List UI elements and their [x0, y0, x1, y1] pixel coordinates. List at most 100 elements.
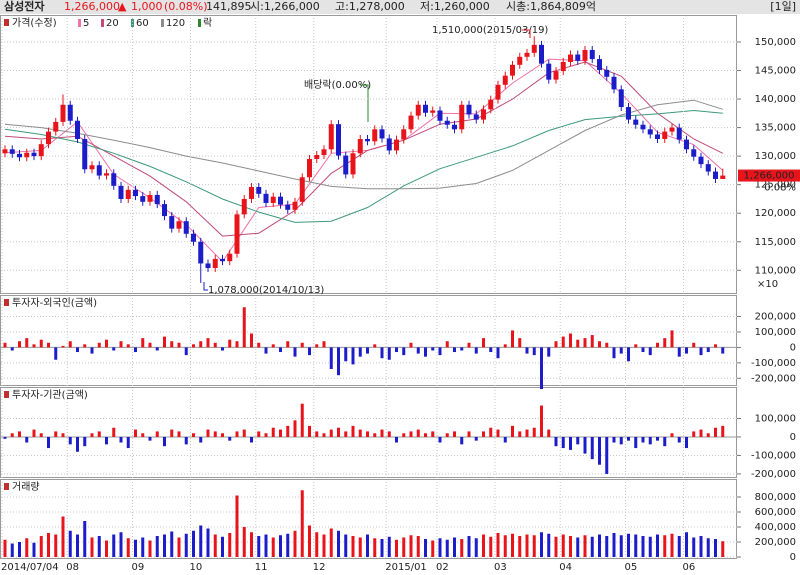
legend-swatch: [198, 19, 201, 27]
bar: [25, 436, 29, 443]
bar: [532, 347, 536, 356]
volume-bar: [90, 537, 94, 557]
x-tick-label: 10: [190, 562, 203, 573]
panel-icon: [4, 483, 9, 490]
bar: [105, 436, 108, 445]
bar: [402, 347, 406, 356]
volume-bar: [54, 534, 58, 557]
bar: [576, 436, 580, 445]
y-tick-label: -200,000: [751, 373, 796, 384]
bar: [453, 431, 456, 437]
bar: [141, 338, 145, 348]
bar: [3, 342, 7, 348]
bar: [503, 344, 507, 348]
bar: [358, 429, 362, 437]
candle-body: [720, 175, 726, 179]
bar: [315, 344, 319, 348]
candle-body: [510, 64, 515, 76]
candle-body: [241, 198, 247, 215]
x-tick-label: 04: [559, 562, 572, 573]
bar: [344, 347, 348, 362]
x-tick-label: 12: [313, 562, 326, 573]
volume-bar: [656, 534, 659, 557]
bar: [692, 342, 696, 348]
candle-body: [183, 221, 189, 234]
y-tick-label: -100,000: [751, 358, 796, 369]
candle-body: [502, 75, 508, 85]
bar: [387, 347, 391, 360]
volume-bar: [569, 536, 572, 557]
volume-bar: [322, 534, 326, 557]
y-tick-label: 0: [790, 552, 796, 563]
bar: [721, 425, 725, 437]
ex-dividend-annotation: 배당락(0.00%): [304, 79, 371, 91]
last-price-label: 1,266,000: [744, 171, 795, 182]
bar: [438, 436, 442, 443]
candle-body: [655, 134, 660, 140]
bar: [482, 431, 485, 437]
volume-bar: [489, 536, 493, 557]
bar: [503, 436, 507, 443]
candle-body: [444, 120, 450, 125]
bar: [670, 433, 674, 437]
bar: [358, 347, 362, 357]
bar: [366, 347, 369, 354]
bar: [83, 436, 87, 447]
bar: [337, 427, 340, 437]
volume-bar: [380, 539, 384, 557]
bar: [192, 433, 195, 437]
header-bar: [0, 0, 800, 14]
bar: [199, 341, 203, 348]
bar: [532, 427, 536, 437]
volume-bar: [184, 533, 188, 557]
bar: [467, 342, 471, 348]
bar: [39, 433, 43, 437]
legend-label: 60: [136, 18, 149, 29]
bar: [242, 429, 246, 437]
candle-body: [234, 214, 240, 254]
bar: [699, 347, 703, 356]
bar: [300, 403, 304, 437]
candle-body: [459, 104, 465, 130]
candle-body: [575, 54, 581, 61]
price-panel: [0, 15, 737, 294]
x-tick-label: 09: [132, 562, 145, 573]
bar: [257, 431, 261, 437]
bar: [474, 347, 478, 354]
bar: [351, 347, 355, 365]
volume-bar: [373, 538, 377, 557]
bar: [554, 341, 558, 348]
candle-body: [328, 124, 334, 150]
bar: [424, 347, 427, 357]
panel-icon: [4, 391, 9, 398]
volume-bar: [576, 537, 580, 557]
y-tick-label: 200,000: [755, 312, 796, 323]
bar: [97, 431, 101, 437]
candle-body: [263, 193, 269, 203]
panel-title: 투자자-기관(금액): [12, 389, 88, 401]
bar: [322, 341, 326, 348]
bar: [511, 425, 514, 437]
candle-body: [38, 144, 44, 157]
bar: [337, 347, 340, 376]
candle-body: [437, 110, 443, 121]
moving-average: [4, 99, 723, 190]
volume-bar: [714, 539, 717, 557]
y-tick-label: 0: [790, 432, 796, 443]
bar: [685, 436, 688, 449]
volume-bar: [482, 534, 485, 557]
candle-body: [292, 201, 298, 210]
candle-body: [357, 139, 363, 154]
volume-bar: [532, 535, 536, 557]
y-tick-label: 100,000: [755, 327, 796, 338]
bar: [264, 347, 268, 354]
candle-body: [104, 173, 109, 176]
bar: [112, 427, 116, 437]
period[interactable]: [1일]: [770, 0, 796, 13]
volume-bar: [547, 533, 551, 557]
y-tick-label: 200,000: [755, 537, 796, 548]
bar: [692, 431, 696, 437]
bar: [714, 427, 717, 437]
candle-body: [517, 56, 523, 65]
